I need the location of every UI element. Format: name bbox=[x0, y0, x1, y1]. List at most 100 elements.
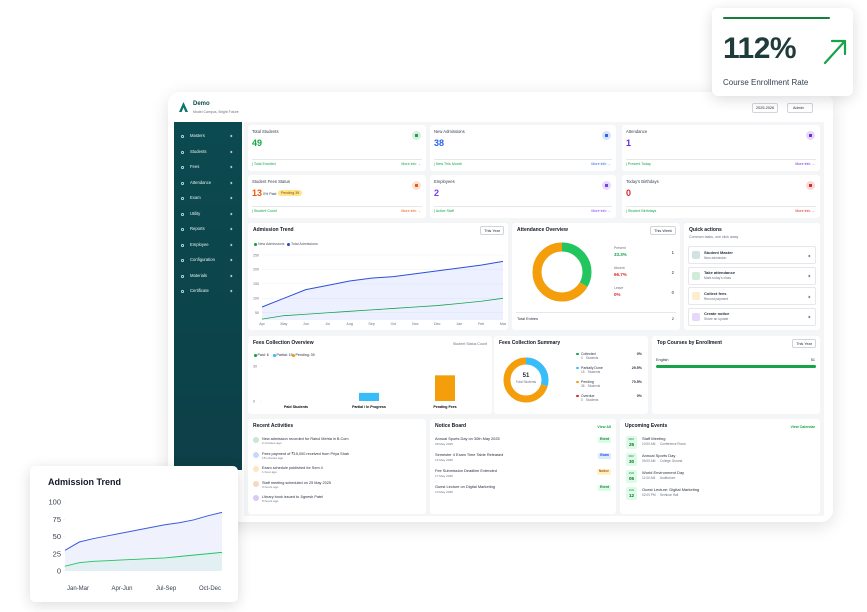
menu-item[interactable]: Attendance bbox=[190, 179, 212, 185]
period-dropdown[interactable]: This Year bbox=[792, 339, 816, 349]
quick-action[interactable]: Collect fees Record payment bbox=[688, 287, 816, 305]
stat-value: 1 bbox=[626, 138, 632, 148]
line bbox=[64, 551, 223, 567]
total-value: 2 bbox=[671, 316, 674, 321]
menu-chevron bbox=[229, 165, 233, 169]
activity-text: Exam schedule published for Sem 4 bbox=[262, 466, 323, 470]
donut-segment bbox=[503, 357, 549, 403]
event-time: 10:00 AM bbox=[642, 442, 656, 446]
chart-svg: 0 30 Paid Students Partial / In Progress Pen… bbox=[253, 364, 457, 409]
action-arrow bbox=[807, 274, 811, 278]
y-tick-label: 75 bbox=[53, 515, 61, 524]
panel-link[interactable]: Student Status Count bbox=[452, 342, 487, 346]
x-tick-label: Oct-Dec bbox=[199, 586, 221, 592]
stat-link[interactable]: More info → bbox=[795, 162, 815, 166]
stat-value: 2 bbox=[434, 188, 440, 198]
menu-item[interactable]: Certificate bbox=[190, 288, 209, 293]
panel-link[interactable]: View All bbox=[597, 425, 611, 429]
stat-link[interactable]: More info → bbox=[401, 162, 421, 166]
stat-link[interactable]: More info → bbox=[591, 209, 611, 213]
menu-item[interactable]: Materials bbox=[190, 272, 207, 278]
menu-icon bbox=[181, 135, 184, 138]
y-tick-label: 25 bbox=[53, 549, 61, 558]
quick-action[interactable]: Take attendance Mark today's class bbox=[688, 266, 816, 285]
menu-chevron bbox=[229, 196, 233, 200]
stat-title: Today's Birthdays bbox=[626, 179, 659, 184]
period-dropdown[interactable]: This Week bbox=[650, 226, 676, 236]
menu-item[interactable]: Reports bbox=[190, 226, 205, 231]
activity-text: Staff meeting scheduled on 25 May 2025 bbox=[262, 480, 331, 485]
stat-title: Student Fees Status bbox=[252, 179, 290, 184]
menu-item[interactable]: Exam bbox=[190, 195, 201, 200]
stat-link[interactable]: More info → bbox=[591, 162, 611, 166]
stat-icon-glyph bbox=[809, 184, 812, 187]
menu-chevron bbox=[229, 212, 233, 215]
action-arrow bbox=[807, 254, 811, 257]
stat-footer: | Student Count bbox=[252, 209, 277, 213]
bar bbox=[359, 392, 379, 401]
y-tick-label: 250 bbox=[253, 253, 259, 257]
activity-time: 1 hour ago bbox=[262, 470, 277, 474]
menu-item[interactable]: Employee bbox=[190, 241, 209, 247]
menu-chevron bbox=[229, 274, 233, 277]
event-date: MAY 30 bbox=[626, 453, 637, 466]
action-icon bbox=[692, 251, 700, 259]
activity-text: Fees payment of ₹15,000 received from Pr… bbox=[262, 451, 350, 456]
stat-note: 0% Paid bbox=[263, 192, 277, 196]
quick-action[interactable]: Student Master New admission bbox=[688, 246, 816, 264]
bar bbox=[435, 375, 455, 401]
legend-dot bbox=[576, 352, 579, 355]
divider bbox=[516, 312, 676, 313]
menu-item[interactable]: Masters bbox=[190, 133, 205, 138]
donut-segment bbox=[532, 242, 592, 302]
x-tick-label: Jan-Mar bbox=[67, 586, 89, 592]
area-fill bbox=[65, 552, 222, 571]
attendance-count: 1 bbox=[671, 250, 674, 255]
legend-dot bbox=[254, 354, 257, 357]
stat-title: Attendance bbox=[626, 129, 648, 134]
attendance-percent: 66.7% bbox=[614, 272, 627, 277]
stat-value: 38 bbox=[434, 138, 445, 148]
menu-chevron bbox=[229, 181, 233, 184]
notice-date: 17 May 2025 bbox=[435, 473, 453, 478]
stat-footer: | New This Month bbox=[434, 162, 462, 166]
stat-card: Employees 2 | Active Staff More info → bbox=[430, 175, 616, 218]
panel-link[interactable]: View Calendar bbox=[790, 425, 815, 429]
notice-tag: Exam bbox=[598, 453, 611, 459]
stat-link[interactable]: More info → bbox=[401, 209, 421, 213]
action-arrow bbox=[807, 295, 811, 298]
attendance-label: Leave bbox=[614, 286, 624, 290]
panel-title: Admission Trend bbox=[253, 227, 294, 233]
event-title: Staff Meeting bbox=[642, 436, 666, 441]
course-count: 51 bbox=[810, 358, 815, 362]
menu-item[interactable]: Fees bbox=[190, 164, 200, 169]
donut-total: 51 bbox=[522, 373, 530, 379]
stat-card: Attendance 1 | Present Today More info → bbox=[622, 125, 820, 171]
session-button[interactable]: 2025-2026 bbox=[752, 103, 779, 114]
summary-percent: 29.5% bbox=[631, 366, 642, 370]
user-button[interactable]: Admin bbox=[787, 103, 813, 114]
menu-icon bbox=[181, 212, 184, 216]
legend-dot bbox=[576, 366, 579, 369]
legend-dot bbox=[287, 243, 290, 246]
x-tick-label: Paid Students bbox=[284, 405, 308, 409]
event-time: 09:00 AM bbox=[642, 459, 656, 463]
quick-action[interactable]: Create notice Share an update bbox=[688, 307, 816, 326]
menu-item[interactable]: Students bbox=[190, 148, 207, 154]
panel-title: Fees Collection Overview bbox=[253, 340, 314, 346]
total-label: Total Entries bbox=[517, 317, 538, 321]
menu-item[interactable]: Utility bbox=[190, 210, 201, 216]
legend-dot bbox=[576, 394, 579, 397]
action-icon bbox=[692, 271, 700, 280]
stat-value: 13 bbox=[252, 188, 263, 198]
x-tick-label: Apr-Jun bbox=[111, 586, 132, 592]
attendance-panel: Attendance Overview This Week Present 33.3%… bbox=[512, 223, 680, 330]
menu-chevron bbox=[229, 289, 233, 293]
upcoming-events-panel: Upcoming Events View Calendar MAY 25 Staff M… bbox=[620, 419, 820, 514]
legend-dot bbox=[576, 380, 579, 383]
sidebar: Masters Students Fees Attendance Exam Utility… bbox=[174, 122, 242, 470]
stat-link[interactable]: More info → bbox=[795, 209, 815, 213]
stat-footer: | Active Staff bbox=[434, 209, 454, 213]
period-dropdown[interactable]: This Year bbox=[480, 226, 504, 236]
menu-item[interactable]: Configuration bbox=[190, 257, 215, 262]
